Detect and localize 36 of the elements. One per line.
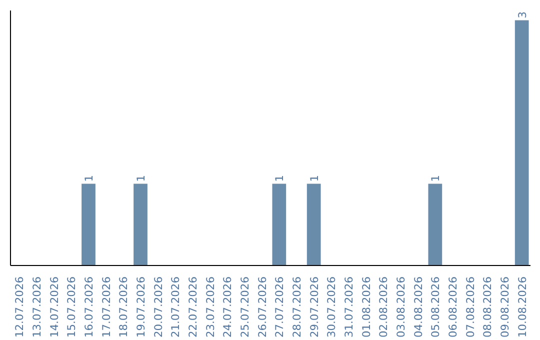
x-tick-label: 01.08.2026 (360, 276, 373, 338)
x-tick-label: 04.08.2026 (412, 276, 425, 338)
data-label: 1 (429, 174, 442, 182)
x-tick-label: 10.08.2026 (516, 276, 529, 338)
x-tick-label: 08.08.2026 (481, 276, 494, 338)
data-label: 1 (273, 174, 286, 182)
x-tick-label: 19.07.2026 (134, 276, 148, 338)
x-tick-label: 24.07.2026 (221, 276, 234, 338)
x-tick-label: 13.07.2026 (30, 276, 44, 338)
x-tick-label: 03.08.2026 (394, 276, 408, 338)
x-tick-label: 05.08.2026 (429, 276, 442, 338)
x-tick-label: 22.07.2026 (186, 276, 200, 338)
x-tick-label: 18.07.2026 (117, 276, 130, 338)
data-label: 3 (516, 12, 529, 18)
x-tick-label: 17.07.2026 (100, 276, 113, 338)
x-tick-label: 20.07.2026 (152, 276, 165, 338)
x-tick-label: 25.07.2026 (238, 276, 252, 338)
x-tick-label: 15.07.2026 (65, 276, 78, 338)
x-tick-label: 23.07.2026 (204, 276, 217, 338)
x-tick-label: 31.07.2026 (342, 276, 356, 338)
x-tick-label: 30.07.2026 (325, 276, 338, 338)
x-tick-label: 07.08.2026 (464, 276, 477, 338)
x-tick-label: 12.07.2026 (13, 276, 26, 338)
x-tick-label: 29.07.2026 (308, 276, 321, 338)
x-tick-label: 27.07.2026 (273, 276, 286, 338)
data-label: 1 (134, 174, 148, 182)
x-tick-label: 02.08.2026 (377, 276, 390, 338)
x-tick-label: 09.08.2026 (498, 276, 512, 338)
x-tick-label: 14.07.2026 (48, 276, 61, 338)
data-label: 1 (308, 174, 321, 182)
data-label: 1 (82, 174, 96, 182)
x-tick-label: 16.07.2026 (82, 276, 96, 338)
x-tick-label: 28.07.2026 (290, 276, 304, 338)
x-tick-label: 06.08.2026 (446, 276, 460, 338)
x-tick-label: 21.07.2026 (169, 276, 182, 338)
x-tick-label: 26.07.2026 (256, 276, 269, 338)
